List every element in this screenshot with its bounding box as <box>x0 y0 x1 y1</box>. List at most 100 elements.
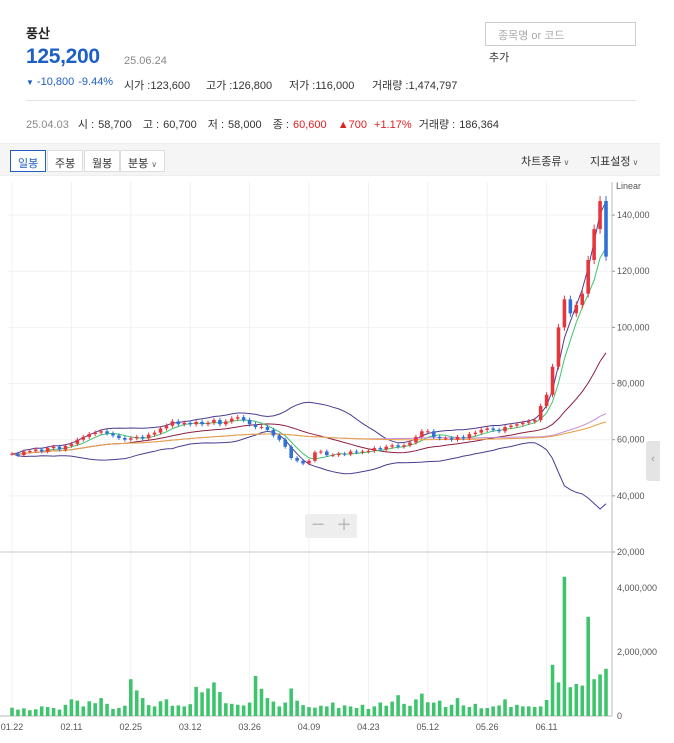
candle-body <box>69 443 74 446</box>
tab-minute[interactable]: 분봉 ∨ <box>120 150 166 172</box>
volume-bar <box>526 706 531 716</box>
chevron-down-icon: ∨ <box>632 158 639 167</box>
candle-body <box>354 451 359 453</box>
volume-bar <box>87 701 92 716</box>
volume-bar <box>431 702 436 716</box>
tab-daily[interactable]: 일봉 <box>10 150 47 172</box>
candle-body <box>313 452 317 461</box>
volume-bar <box>348 706 353 716</box>
chart-type-dropdown[interactable]: 차트종류 ∨ <box>521 156 570 168</box>
candle-body <box>598 201 602 230</box>
chevron-down-icon: ∨ <box>563 158 570 167</box>
candle-body <box>259 427 264 429</box>
low-price: 저가 :116,000 <box>289 80 355 92</box>
candle-body <box>366 450 371 452</box>
volume-bar <box>134 690 139 716</box>
price-date: 25.06.24 <box>124 55 167 67</box>
candle-body <box>176 421 181 425</box>
candle-body <box>455 436 460 440</box>
candle-body <box>443 438 448 440</box>
open-price: 시가 :123,600 <box>124 80 191 92</box>
candle-body <box>194 422 198 425</box>
volume-bar <box>152 706 157 716</box>
candle-body <box>99 431 103 433</box>
volume-bar <box>63 704 68 716</box>
side-panel-toggle[interactable]: ‹ <box>646 441 660 481</box>
chevron-down-icon: ∨ <box>151 160 158 169</box>
candle-body <box>526 421 531 423</box>
candle-body <box>218 420 222 425</box>
ma120-line <box>11 421 607 455</box>
candle-body <box>538 406 543 421</box>
volume-bar <box>580 685 585 716</box>
candle-body <box>241 417 246 421</box>
price-tick-label: 60,000 <box>617 435 645 445</box>
volume-bar <box>378 702 383 716</box>
volume-bar <box>313 707 317 716</box>
candle-body <box>39 449 44 452</box>
divider <box>26 100 636 101</box>
indicator-settings-dropdown[interactable]: 지표설정 ∨ <box>590 156 639 168</box>
volume-bar <box>241 705 246 716</box>
volume-bar <box>176 705 181 716</box>
volume-bar <box>426 702 430 716</box>
volume-bar <box>473 703 478 716</box>
add-button[interactable]: 추가 <box>489 52 510 64</box>
candle-body <box>461 436 466 439</box>
scale-label: Linear <box>616 181 641 191</box>
volume-bar <box>550 664 555 716</box>
volume-bar <box>158 701 163 716</box>
volume-bar <box>188 704 192 716</box>
volume-bar <box>218 692 222 716</box>
tab-weekly[interactable]: 주봉 <box>47 150 84 172</box>
volume-bar <box>479 708 484 716</box>
candle-body <box>325 451 329 456</box>
volume-bar <box>93 703 97 716</box>
volume-bar <box>247 702 252 716</box>
volume-bar <box>277 706 282 716</box>
zoom-in-button[interactable]: + <box>336 514 352 535</box>
volume-bar <box>301 705 305 716</box>
candle-body <box>111 433 115 436</box>
volume-bar <box>455 698 460 716</box>
candle-body <box>63 445 68 450</box>
zoom-out-button[interactable]: − <box>310 514 326 535</box>
candle-body <box>378 448 383 450</box>
volume-bar <box>307 707 311 716</box>
price-chart[interactable]: Linear 140,000 120,000 100,000 80,000 60,000 4… <box>0 177 674 743</box>
candle-body <box>10 453 14 455</box>
candle-body <box>479 429 484 433</box>
volume-bar <box>283 702 288 716</box>
candle-body <box>372 448 377 451</box>
volume-bar <box>497 705 501 716</box>
volume-bar <box>574 684 579 716</box>
volume-bar <box>515 704 519 716</box>
candle-body <box>140 436 145 439</box>
volume-bar <box>111 708 115 716</box>
candle-body <box>390 445 394 447</box>
volume-bar <box>437 700 442 716</box>
candle-body <box>509 425 513 428</box>
candle-body <box>87 434 92 437</box>
date-tick-label: 02.25 <box>120 722 143 732</box>
volume-bar <box>491 706 495 716</box>
volume-bar <box>289 688 293 716</box>
price-tick-label: 100,000 <box>617 322 650 332</box>
volume-bar <box>265 698 270 716</box>
volume-bar <box>295 700 299 716</box>
candle-body <box>265 427 270 430</box>
candle-body <box>22 451 26 456</box>
stock-search-input[interactable]: 종목명 or 코드 <box>485 22 636 46</box>
tab-monthly[interactable]: 월봉 <box>84 150 121 172</box>
price-tick-label: 40,000 <box>617 491 645 501</box>
candle-body <box>152 432 157 435</box>
volume-tick-label: 0 <box>617 711 622 721</box>
candle-body <box>550 366 555 395</box>
volume-bar <box>259 688 264 716</box>
volume-bar <box>396 695 400 716</box>
volume-bar <box>420 693 424 716</box>
candle-body <box>301 460 305 464</box>
volume-bar <box>568 687 573 716</box>
candle-body <box>224 421 228 425</box>
volume-bar <box>562 576 567 716</box>
